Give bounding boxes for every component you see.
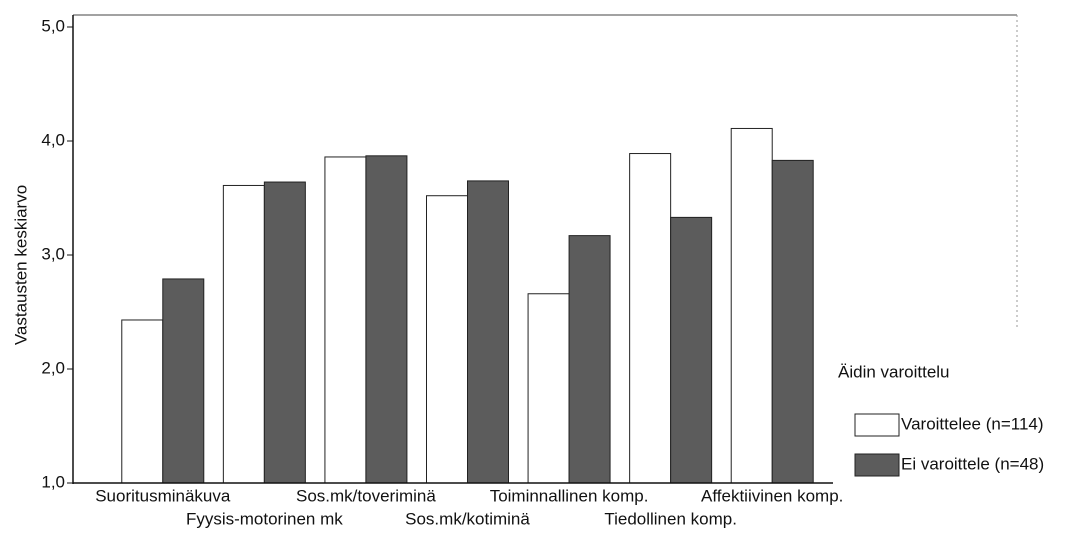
y-tick-label: 1,0: [41, 472, 65, 491]
legend-title: Äidin varoittelu: [838, 362, 950, 381]
x-tick-label: Suoritusminäkuva: [95, 486, 231, 505]
y-tick-label: 5,0: [41, 16, 65, 35]
y-tick-label: 2,0: [41, 358, 65, 377]
x-tick-label: Fyysis-motorinen mk: [186, 509, 343, 528]
bar: [162, 278, 205, 484]
x-tick-label: Toiminnallinen komp.: [490, 486, 649, 505]
bar: [222, 184, 265, 484]
bar: [467, 180, 509, 484]
bar: [121, 319, 164, 484]
bar: [527, 293, 570, 484]
bar: [324, 156, 367, 484]
legend-swatch: [854, 453, 900, 477]
bar: [568, 235, 611, 484]
bar: [263, 181, 306, 484]
y-tick-label: 4,0: [41, 130, 65, 149]
bar: [365, 155, 408, 484]
bar: [629, 153, 672, 484]
legend-label: Varoittelee (n=114): [901, 414, 1044, 433]
x-tick-label: Tiedollinen komp.: [604, 509, 737, 528]
bar: [730, 127, 773, 484]
bar: [670, 216, 713, 484]
x-tick-label: Affektiivinen komp.: [701, 486, 843, 505]
legend-swatch: [854, 413, 900, 437]
y-axis-title: Vastausten keskiarvo: [11, 185, 30, 345]
bar: [426, 195, 468, 484]
x-tick-label: Sos.mk/kotiminä: [405, 509, 530, 528]
legend-label: Ei varoittele (n=48): [901, 454, 1044, 473]
bar: [771, 159, 814, 484]
y-tick-label: 3,0: [41, 244, 65, 263]
x-tick-label: Sos.mk/toveriminä: [296, 486, 436, 505]
